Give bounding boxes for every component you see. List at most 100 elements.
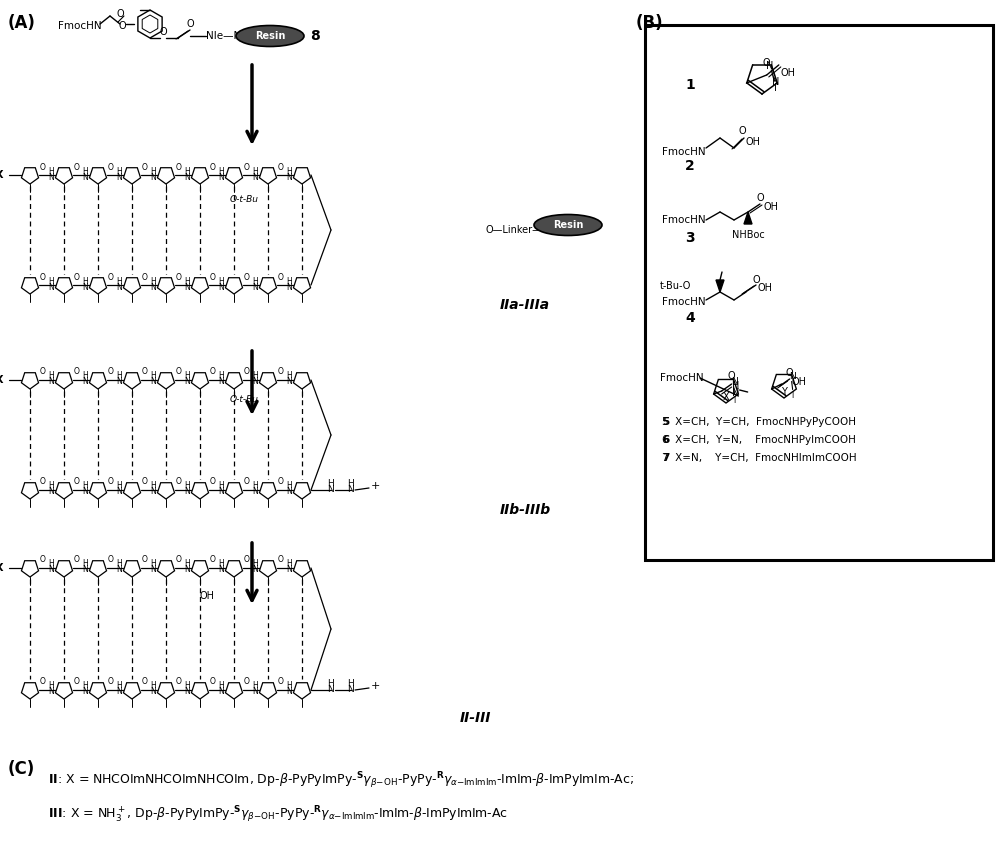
Text: N: N xyxy=(150,377,156,387)
Text: N: N xyxy=(116,377,122,387)
Polygon shape xyxy=(191,373,209,389)
Text: N: N xyxy=(116,688,122,696)
Text: H: H xyxy=(252,682,258,690)
Text: O: O xyxy=(40,678,46,687)
Polygon shape xyxy=(191,483,209,499)
Text: H: H xyxy=(48,560,54,568)
Text: H: H xyxy=(48,371,54,381)
Text: H: H xyxy=(286,166,292,176)
Text: OH: OH xyxy=(792,377,807,387)
Text: H: H xyxy=(150,166,156,176)
Text: O: O xyxy=(142,367,148,377)
Text: N: N xyxy=(731,377,738,386)
Text: H: H xyxy=(116,560,122,568)
Text: O: O xyxy=(278,272,284,282)
Text: FmocHN: FmocHN xyxy=(662,147,706,157)
Text: N: N xyxy=(348,484,354,494)
Text: N: N xyxy=(48,566,54,574)
Text: H: H xyxy=(218,682,224,690)
Text: N: N xyxy=(252,282,258,292)
Text: N: N xyxy=(252,566,258,574)
Polygon shape xyxy=(259,277,277,294)
Polygon shape xyxy=(157,277,175,294)
Text: N: N xyxy=(218,688,224,696)
Text: N: N xyxy=(252,377,258,387)
Polygon shape xyxy=(225,683,243,699)
Text: FmocHN: FmocHN xyxy=(660,373,704,383)
Text: 4: 4 xyxy=(685,311,695,325)
Text: 7: 7 xyxy=(662,453,669,463)
Text: O: O xyxy=(244,477,250,487)
Text: N: N xyxy=(732,388,739,398)
Text: 6  X=CH,  Y=N,    FmocNHPyImCOOH: 6 X=CH, Y=N, FmocNHPyImCOOH xyxy=(662,435,856,445)
Text: H: H xyxy=(348,678,354,688)
Text: H: H xyxy=(184,482,190,490)
Text: +: + xyxy=(371,681,380,691)
Ellipse shape xyxy=(534,215,602,236)
Text: O: O xyxy=(278,163,284,171)
Text: N: N xyxy=(150,282,156,292)
Text: H: H xyxy=(328,678,334,688)
Polygon shape xyxy=(225,168,243,184)
Text: NHBoc: NHBoc xyxy=(732,230,764,240)
Text: H: H xyxy=(252,482,258,490)
Text: O: O xyxy=(176,477,182,487)
Text: H: H xyxy=(286,371,292,381)
Text: X: X xyxy=(0,563,3,573)
Polygon shape xyxy=(259,373,277,389)
Text: N: N xyxy=(82,172,88,181)
Text: N: N xyxy=(766,61,773,71)
Text: O: O xyxy=(278,477,284,487)
Text: H: H xyxy=(184,276,190,286)
Polygon shape xyxy=(89,561,107,577)
Text: N: N xyxy=(184,488,190,496)
Polygon shape xyxy=(157,683,175,699)
FancyBboxPatch shape xyxy=(645,25,993,560)
Text: 6: 6 xyxy=(662,435,669,445)
Text: Nle—NH—: Nle—NH— xyxy=(206,31,259,41)
Text: H: H xyxy=(286,482,292,490)
Text: N: N xyxy=(252,172,258,181)
Text: O: O xyxy=(142,477,148,487)
Text: H: H xyxy=(218,482,224,490)
Polygon shape xyxy=(714,380,738,403)
Text: O: O xyxy=(210,678,216,687)
Text: N: N xyxy=(48,377,54,387)
Polygon shape xyxy=(772,375,796,398)
Text: O: O xyxy=(186,19,194,29)
Polygon shape xyxy=(123,277,141,294)
Text: O: O xyxy=(74,555,80,565)
Polygon shape xyxy=(293,168,311,184)
Polygon shape xyxy=(55,168,73,184)
Text: N: N xyxy=(82,566,88,574)
Text: H: H xyxy=(218,371,224,381)
Text: H: H xyxy=(116,682,122,690)
Text: N: N xyxy=(48,488,54,496)
Text: H: H xyxy=(218,166,224,176)
Text: O: O xyxy=(278,678,284,687)
Text: FmocHN: FmocHN xyxy=(58,21,102,31)
Text: O-t-Bu: O-t-Bu xyxy=(230,395,259,404)
Text: 3: 3 xyxy=(685,231,695,245)
Text: H: H xyxy=(150,276,156,286)
Text: OH: OH xyxy=(746,137,761,147)
Polygon shape xyxy=(259,168,277,184)
Text: O: O xyxy=(74,163,80,171)
Text: N: N xyxy=(218,566,224,574)
Text: O: O xyxy=(210,477,216,487)
Text: N: N xyxy=(184,377,190,387)
Text: 5  X=CH,  Y=CH,  FmocNHPyPyCOOH: 5 X=CH, Y=CH, FmocNHPyPyCOOH xyxy=(662,417,856,427)
Text: O: O xyxy=(74,678,80,687)
Text: O: O xyxy=(74,477,80,487)
Text: N: N xyxy=(286,688,292,696)
Text: O: O xyxy=(752,275,760,285)
Polygon shape xyxy=(89,373,107,389)
Text: H: H xyxy=(184,560,190,568)
Text: O: O xyxy=(244,163,250,171)
Polygon shape xyxy=(191,561,209,577)
Text: (A): (A) xyxy=(8,14,36,32)
Polygon shape xyxy=(157,373,175,389)
Ellipse shape xyxy=(236,25,304,47)
Text: I: I xyxy=(774,83,777,93)
Text: O: O xyxy=(210,163,216,171)
